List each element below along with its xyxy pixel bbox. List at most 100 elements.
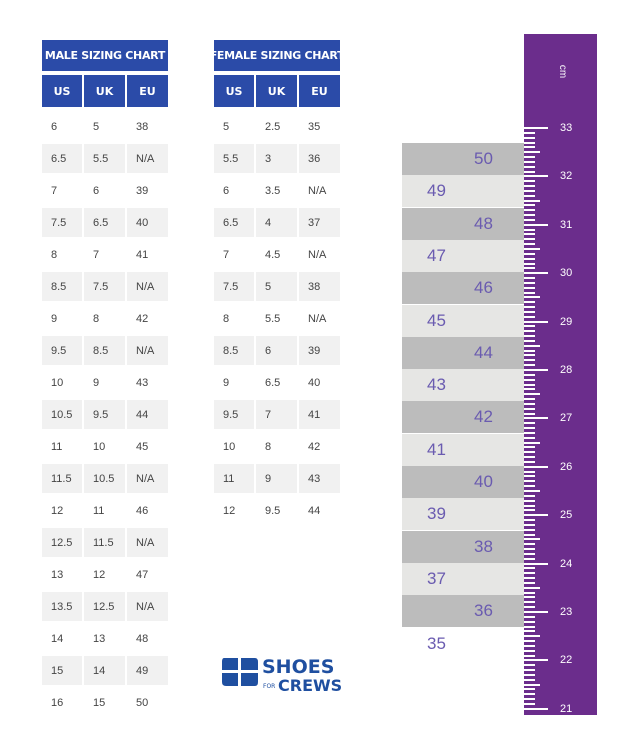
male-cell-us: 12 bbox=[51, 504, 64, 517]
ruler-tick bbox=[524, 277, 535, 280]
ruler-tick bbox=[524, 248, 540, 250]
female-cell-uk: 3 bbox=[256, 144, 297, 173]
ruler-tick bbox=[524, 131, 535, 134]
cm-label: 26 bbox=[560, 460, 573, 473]
male-cell-uk: 6 bbox=[93, 184, 100, 197]
female-cell-uk: 5.5 bbox=[265, 312, 281, 325]
ruler-tick bbox=[524, 640, 535, 643]
ruler-tick bbox=[524, 538, 540, 541]
cm-label: 24 bbox=[560, 557, 573, 570]
eu-band bbox=[402, 175, 524, 208]
eu-band bbox=[402, 401, 524, 434]
logo-for: FOR bbox=[263, 683, 275, 690]
female-cell-uk: 8 bbox=[265, 440, 272, 453]
ruler-tick bbox=[524, 523, 535, 526]
ruler-tick bbox=[524, 310, 535, 313]
ruler-tick bbox=[524, 136, 535, 139]
female-cell-eu: 37 bbox=[299, 208, 340, 237]
ruler-tick bbox=[524, 194, 535, 197]
male-cell-uk: 10.5 bbox=[84, 464, 125, 493]
male-cell-uk: 10 bbox=[93, 440, 106, 453]
ruler-tick bbox=[524, 504, 535, 507]
eu-band bbox=[402, 336, 524, 369]
ruler-tick bbox=[524, 170, 535, 173]
female-cell-us: 5.5 bbox=[214, 144, 254, 173]
cm-label: 22 bbox=[560, 654, 573, 667]
male-cell-eu: 40 bbox=[127, 208, 168, 237]
female-cell-us: 10 bbox=[223, 440, 236, 453]
male-cell-eu: 38 bbox=[136, 120, 149, 133]
ruler-tick bbox=[524, 431, 535, 434]
ruler-tick bbox=[524, 344, 540, 347]
ruler-tick bbox=[524, 480, 535, 483]
cm-label: 27 bbox=[560, 412, 573, 425]
eu-band bbox=[402, 272, 524, 305]
logo-crews: CREWS bbox=[278, 676, 342, 694]
ruler-tick bbox=[524, 218, 535, 221]
female-cell-us: 6 bbox=[223, 184, 230, 197]
male-cell-uk: 8.5 bbox=[84, 336, 125, 365]
female-cell-uk: 5 bbox=[256, 272, 297, 301]
eu-band bbox=[402, 239, 524, 272]
eu-band bbox=[402, 143, 524, 175]
female-cell-uk: 4.5 bbox=[265, 248, 281, 261]
ruler-tick bbox=[524, 306, 535, 309]
ruler-tick bbox=[524, 160, 535, 163]
ruler-tick bbox=[524, 238, 535, 241]
cm-label: 29 bbox=[560, 315, 573, 328]
male-cell-eu: 48 bbox=[136, 632, 149, 645]
ruler-tick bbox=[524, 252, 535, 255]
female-cell-uk: 9.5 bbox=[265, 504, 281, 517]
cm-label: 28 bbox=[560, 364, 573, 376]
male-cell-us: 13.5 bbox=[42, 592, 82, 621]
ruler-tick bbox=[524, 315, 535, 318]
eu-band bbox=[402, 466, 524, 498]
male-cell-uk: 11.5 bbox=[84, 528, 125, 557]
ruler-tick bbox=[524, 180, 535, 183]
male-cell-us: 7.5 bbox=[42, 208, 82, 237]
female-cell-us: 9.5 bbox=[214, 400, 254, 429]
ruler-tick bbox=[524, 417, 548, 420]
ruler-tick bbox=[524, 451, 535, 454]
female-header-uk: UK bbox=[256, 75, 297, 107]
ruler-tick bbox=[524, 654, 535, 657]
cm-label: 25 bbox=[560, 509, 573, 522]
male-cell-uk: 7 bbox=[93, 248, 100, 261]
shoes-for-crews-logo: SHOES FOR CREWS bbox=[222, 654, 354, 695]
female-cell-us: 7.5 bbox=[214, 272, 254, 301]
male-cell-uk: 6.5 bbox=[84, 208, 125, 237]
ruler-tick bbox=[524, 509, 535, 512]
ruler-tick bbox=[524, 223, 548, 226]
male-cell-eu: 46 bbox=[136, 504, 149, 517]
female-cell-us: 5 bbox=[223, 120, 230, 133]
female-cell-eu: 36 bbox=[299, 144, 340, 173]
ruler-tick bbox=[524, 204, 535, 207]
ruler-tick bbox=[524, 465, 548, 468]
ruler-tick bbox=[524, 548, 535, 551]
ruler-tick bbox=[524, 388, 535, 391]
female-cell-eu: N/A bbox=[308, 184, 327, 197]
ruler-tick bbox=[524, 257, 535, 260]
male-cell-uk: 8 bbox=[93, 312, 100, 325]
ruler-tick bbox=[524, 320, 548, 323]
ruler-tick bbox=[524, 427, 535, 430]
male-cell-us: 6 bbox=[51, 120, 58, 133]
ruler-tick bbox=[524, 702, 535, 705]
cm-label: 23 bbox=[560, 606, 573, 618]
female-cell-uk: 9 bbox=[256, 464, 297, 493]
ruler-tick bbox=[524, 557, 535, 560]
female-header-us: US bbox=[214, 75, 254, 107]
ruler-tick bbox=[524, 354, 535, 357]
ruler-tick bbox=[524, 620, 535, 623]
ruler-tick bbox=[524, 490, 540, 492]
eu-size-label: 36 bbox=[474, 601, 493, 621]
male-cell-eu: N/A bbox=[127, 592, 168, 621]
female-cell-eu: 43 bbox=[299, 464, 340, 493]
ruler-tick bbox=[524, 528, 535, 531]
female-cell-eu: 44 bbox=[308, 504, 321, 517]
eu-size-label: 48 bbox=[474, 213, 493, 233]
female-cell-us: 11 bbox=[214, 464, 254, 493]
ruler-tick bbox=[524, 456, 535, 459]
ruler-tick bbox=[524, 664, 535, 667]
female-cell-uk: 6.5 bbox=[265, 376, 281, 389]
